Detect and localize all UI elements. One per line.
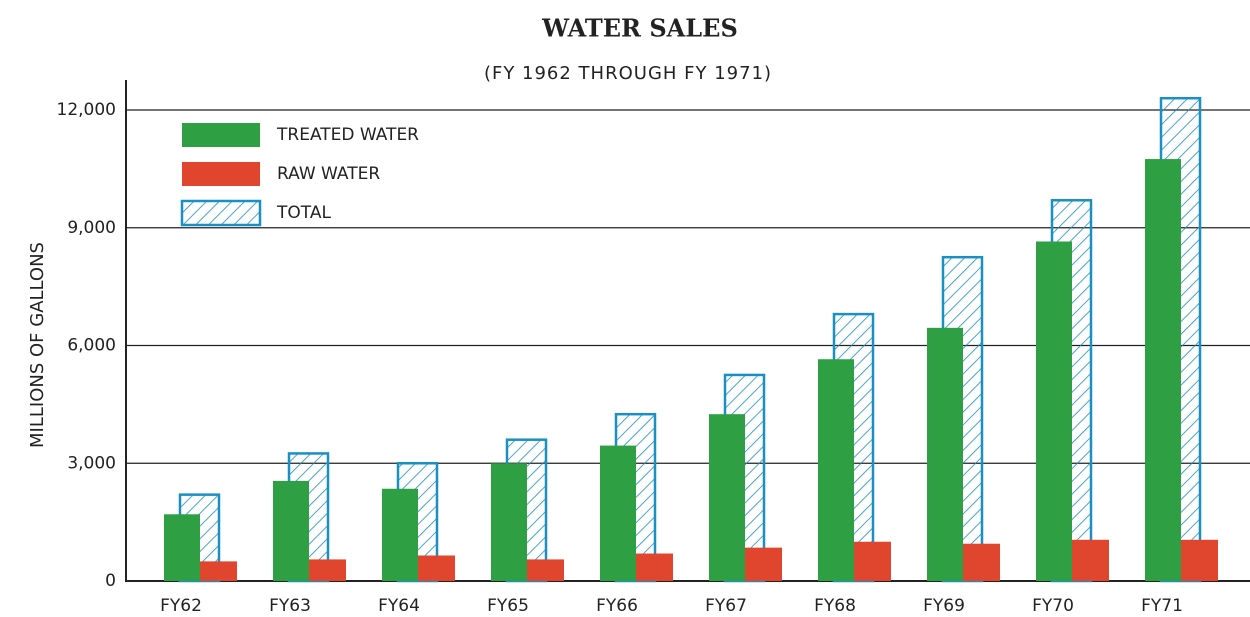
bar	[1145, 159, 1181, 581]
x-tick-label: FY68	[814, 596, 856, 616]
x-tick-label: FY66	[596, 596, 638, 616]
legend-swatch	[182, 162, 260, 186]
legend-swatch	[180, 199, 262, 227]
y-tick-label: 0	[105, 571, 116, 591]
y-tick-label: 6,000	[67, 336, 116, 356]
bar	[854, 541, 891, 581]
x-tick-label: FY67	[705, 596, 747, 616]
y-tick-label: 9,000	[67, 218, 116, 238]
chart-subtitle: (FY 1962 THROUGH FY 1971)	[484, 63, 772, 84]
legend-swatch	[182, 123, 260, 147]
x-tick-label: FY71	[1141, 596, 1183, 616]
x-tick-label: FY70	[1032, 596, 1074, 616]
legend-label: TOTAL	[276, 203, 331, 223]
bar	[636, 553, 673, 581]
bar	[927, 327, 963, 581]
bar	[1036, 241, 1072, 582]
bar	[491, 463, 527, 581]
x-tick-label: FY62	[160, 596, 202, 616]
bar	[200, 561, 237, 581]
x-tick-label: FY69	[923, 596, 965, 616]
x-tick-label: FY65	[487, 596, 529, 616]
bar	[818, 359, 854, 581]
bar	[1181, 539, 1218, 581]
legend-label: TREATED WATER	[276, 125, 419, 145]
bar	[963, 543, 1000, 581]
bar	[745, 547, 782, 581]
chart-title: WATER SALES	[541, 14, 738, 43]
x-tick-label: FY64	[378, 596, 420, 616]
bar	[273, 480, 309, 581]
bar	[382, 488, 418, 581]
y-tick-label: 12,000	[57, 100, 116, 120]
y-tick-label: 3,000	[67, 453, 116, 473]
x-tick-label: FY63	[269, 596, 311, 616]
bar	[309, 559, 346, 581]
bar	[164, 514, 200, 581]
bar	[709, 414, 745, 581]
bar	[527, 559, 564, 581]
y-axis-label: MILLIONS OF GALLONS	[27, 242, 48, 448]
bar	[418, 555, 455, 581]
bar	[1072, 539, 1109, 581]
bar	[600, 445, 636, 581]
legend-label: RAW WATER	[277, 164, 380, 184]
